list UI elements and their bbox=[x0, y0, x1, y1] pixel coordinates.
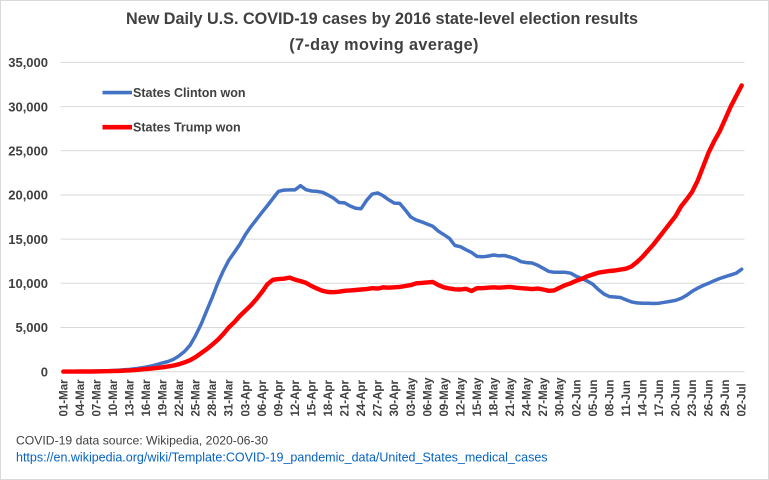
svg-text:New Daily U.S. COVID-19 cases: New Daily U.S. COVID-19 cases by 2016 st… bbox=[126, 10, 638, 28]
svg-text:10-Mar: 10-Mar bbox=[108, 379, 120, 417]
svg-text:05-Jun: 05-Jun bbox=[588, 379, 600, 416]
svg-text:20-Jun: 20-Jun bbox=[671, 379, 683, 416]
svg-text:03-May: 03-May bbox=[406, 377, 418, 417]
svg-text:COVID-19 data source: Wikipedi: COVID-19 data source: Wikipedia, 2020-06… bbox=[16, 433, 268, 447]
svg-text:04-Mar: 04-Mar bbox=[75, 379, 87, 417]
svg-text:22-Mar: 22-Mar bbox=[174, 379, 186, 417]
svg-text:21-Apr: 21-Apr bbox=[340, 380, 352, 417]
svg-text:27-May: 27-May bbox=[538, 377, 550, 417]
svg-text:26-Jun: 26-Jun bbox=[704, 379, 716, 416]
svg-text:17-Jun: 17-Jun bbox=[654, 379, 666, 416]
svg-text:27-Apr: 27-Apr bbox=[373, 380, 385, 417]
svg-text:18-Apr: 18-Apr bbox=[323, 380, 335, 417]
svg-text:0: 0 bbox=[41, 364, 48, 379]
svg-text:30-Apr: 30-Apr bbox=[389, 380, 401, 417]
svg-text:20,000: 20,000 bbox=[8, 188, 48, 203]
svg-text:09-Apr: 09-Apr bbox=[273, 380, 285, 417]
svg-text:21-May: 21-May bbox=[505, 377, 517, 417]
svg-text:12-May: 12-May bbox=[455, 377, 467, 417]
svg-text:25,000: 25,000 bbox=[8, 144, 48, 159]
svg-text:States Trump won: States Trump won bbox=[133, 121, 241, 135]
svg-text:23-Jun: 23-Jun bbox=[687, 379, 699, 416]
svg-text:31-Mar: 31-Mar bbox=[224, 379, 236, 417]
svg-text:02-Jun: 02-Jun bbox=[571, 379, 583, 416]
svg-text:16-Mar: 16-Mar bbox=[141, 379, 153, 417]
svg-text:https://en.wikipedia.org/wiki/: https://en.wikipedia.org/wiki/Template:C… bbox=[16, 451, 548, 465]
svg-text:35,000: 35,000 bbox=[8, 55, 48, 70]
svg-text:12-Apr: 12-Apr bbox=[290, 380, 302, 417]
svg-text:01-Mar: 01-Mar bbox=[58, 379, 70, 417]
svg-text:07-Mar: 07-Mar bbox=[91, 379, 103, 417]
svg-text:03-Apr: 03-Apr bbox=[240, 380, 252, 417]
svg-text:06-May: 06-May bbox=[422, 377, 434, 417]
svg-text:5,000: 5,000 bbox=[15, 320, 48, 335]
svg-text:10,000: 10,000 bbox=[8, 276, 48, 291]
svg-text:30,000: 30,000 bbox=[8, 99, 48, 114]
svg-text:States Clinton won: States Clinton won bbox=[133, 86, 246, 100]
svg-text:25-Mar: 25-Mar bbox=[191, 379, 203, 417]
svg-text:30-May: 30-May bbox=[555, 377, 567, 417]
svg-text:02-Jul: 02-Jul bbox=[737, 383, 749, 416]
svg-text:24-Apr: 24-Apr bbox=[356, 380, 368, 417]
svg-text:09-May: 09-May bbox=[439, 377, 451, 417]
svg-text:15-Apr: 15-Apr bbox=[307, 380, 319, 417]
svg-text:(7-day moving average): (7-day moving average) bbox=[289, 36, 479, 54]
svg-text:15-May: 15-May bbox=[472, 377, 484, 417]
svg-text:28-Mar: 28-Mar bbox=[207, 379, 219, 417]
svg-text:18-May: 18-May bbox=[489, 377, 501, 417]
svg-text:29-Jun: 29-Jun bbox=[720, 379, 732, 416]
svg-text:15,000: 15,000 bbox=[8, 232, 48, 247]
svg-text:06-Apr: 06-Apr bbox=[257, 380, 269, 417]
svg-text:24-May: 24-May bbox=[522, 377, 534, 417]
svg-text:14-Jun: 14-Jun bbox=[638, 379, 650, 416]
svg-text:19-Mar: 19-Mar bbox=[158, 379, 170, 417]
svg-text:13-Mar: 13-Mar bbox=[125, 379, 137, 417]
svg-text:08-Jun: 08-Jun bbox=[604, 379, 616, 416]
svg-text:11-Jun: 11-Jun bbox=[621, 380, 633, 416]
